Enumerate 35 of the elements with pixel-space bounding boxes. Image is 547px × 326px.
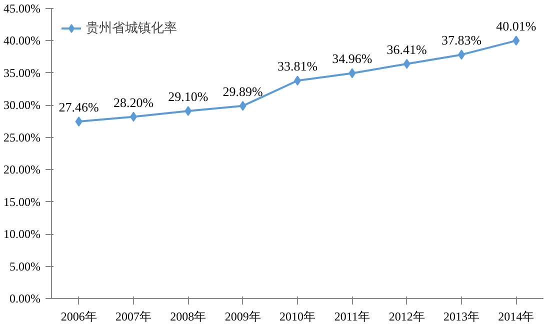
data-label: 40.01% bbox=[496, 18, 536, 34]
y-tick-label: 25.00% bbox=[4, 130, 41, 144]
x-tick-label: 2014年 bbox=[498, 310, 534, 324]
x-tick-label: 2006年 bbox=[60, 310, 97, 324]
y-tick-label: 20.00% bbox=[4, 162, 41, 177]
y-tick-label: 35.00% bbox=[4, 66, 41, 80]
x-tick-label: 2009年 bbox=[224, 310, 261, 324]
data-label: 29.10% bbox=[168, 88, 208, 104]
y-tick-label: 30.00% bbox=[4, 98, 41, 112]
data-label: 29.89% bbox=[222, 84, 264, 99]
y-tick-label: 45.00% bbox=[4, 2, 41, 16]
x-tick-label: 2008年 bbox=[170, 310, 206, 324]
point bbox=[348, 68, 356, 78]
x-tick-label: 2012年 bbox=[388, 310, 425, 324]
data-label: 36.41% bbox=[386, 42, 428, 57]
point bbox=[75, 116, 82, 127]
data-label: 37.83% bbox=[441, 32, 482, 48]
x-tick-label: 2010年 bbox=[280, 310, 316, 324]
y-tick-label: 5.00% bbox=[10, 259, 41, 274]
data-label: 33.81% bbox=[277, 58, 318, 74]
data-label: 27.46% bbox=[58, 100, 100, 115]
data-label: 28.20% bbox=[113, 94, 154, 110]
point bbox=[239, 100, 246, 111]
data-label: 34.96% bbox=[332, 51, 372, 66]
x-tick-label: 2011年 bbox=[334, 310, 370, 324]
legend-label: 贵州省城镇化率 bbox=[86, 20, 177, 37]
point bbox=[403, 58, 410, 69]
x-tick-label: 2013年 bbox=[444, 310, 480, 324]
point bbox=[512, 36, 520, 46]
y-tick-label: 40.00% bbox=[4, 34, 41, 48]
point bbox=[184, 106, 192, 116]
x-tick-label: 2007年 bbox=[116, 310, 152, 324]
y-tick-label: 0.00% bbox=[10, 292, 41, 306]
y-tick-label: 15.00% bbox=[4, 194, 41, 209]
y-tick-label: 10.00% bbox=[4, 227, 41, 242]
